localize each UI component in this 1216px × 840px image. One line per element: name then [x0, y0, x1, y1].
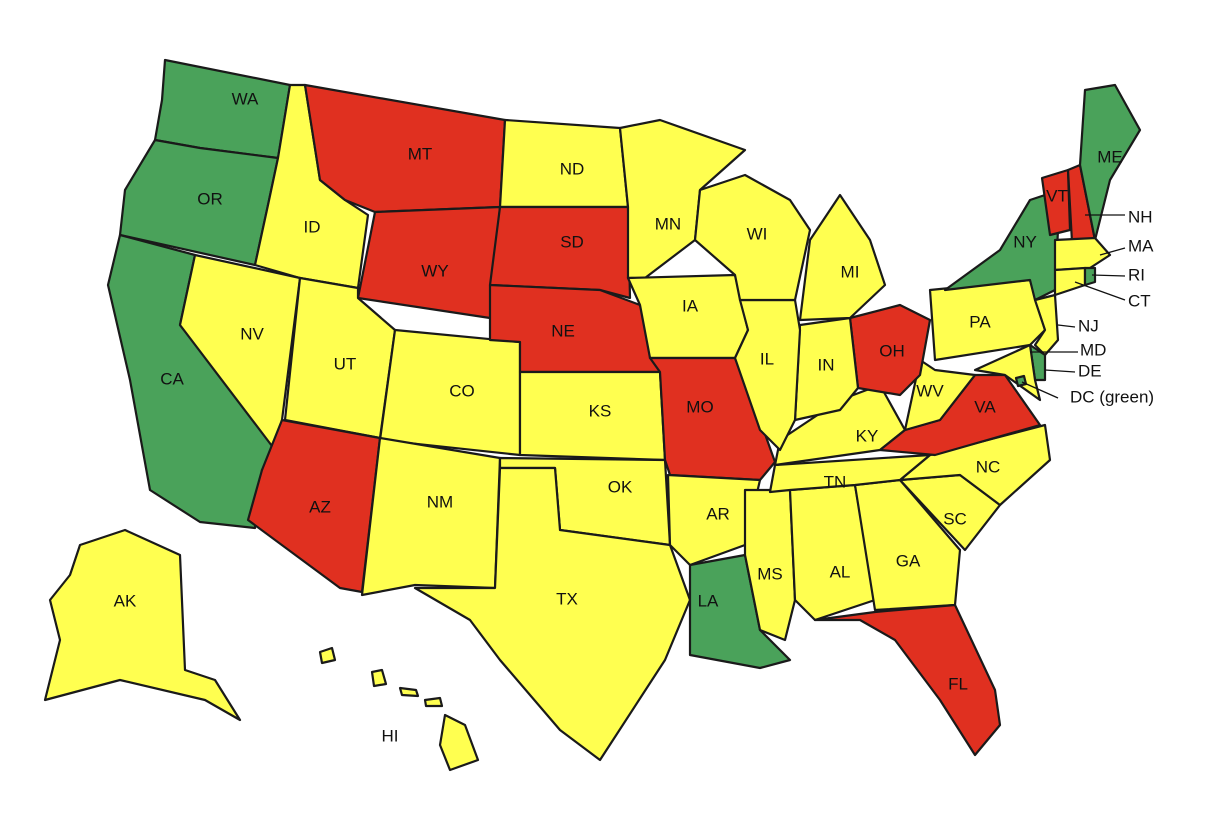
state-label: NH [1128, 207, 1153, 226]
state-label: NC [976, 457, 1001, 476]
state-label: PA [969, 312, 991, 331]
leader-line [1021, 381, 1059, 399]
state-shape [303, 83, 507, 214]
state-shape [798, 193, 887, 322]
state-label: MA [1128, 236, 1154, 255]
state-shape [733, 298, 802, 452]
state-shape [1053, 266, 1087, 297]
leader-line [1044, 369, 1076, 373]
state-label: MO [686, 397, 713, 416]
state-label: ID [304, 217, 321, 236]
leader-lines [1021, 214, 1126, 399]
state-label: RI [1128, 265, 1145, 284]
state-label: OR [197, 189, 223, 208]
leader-line [1099, 247, 1126, 256]
state-label: CT [1128, 291, 1151, 310]
state-label: CO [449, 381, 475, 400]
state-shape [43, 528, 242, 722]
state-label: KS [589, 401, 612, 420]
state-label: SC [943, 509, 967, 528]
state-label: VA [974, 397, 996, 416]
state-label: AR [706, 504, 730, 523]
state-shape [413, 466, 692, 762]
state-shape [943, 188, 1062, 302]
state-shape [398, 686, 420, 698]
state-label: MI [841, 262, 860, 281]
state-label: IL [760, 349, 774, 368]
state-shape [1014, 374, 1028, 388]
state-label: IN [818, 355, 835, 374]
state-label: DE [1078, 361, 1102, 380]
state-label: WI [747, 224, 768, 243]
state-shape [488, 205, 632, 300]
state-label: AL [830, 562, 851, 581]
state-label: DC (green) [1070, 387, 1154, 406]
state-label: VT [1046, 186, 1068, 205]
state-shape [693, 173, 812, 302]
state-shape [423, 696, 444, 708]
state-shape [318, 646, 337, 665]
state-label: NY [1013, 232, 1037, 251]
state-label: MD [1080, 340, 1106, 359]
leader-line [1057, 324, 1076, 328]
state-labels: WA OR CA ID NV MT WY UT CO AZ NM ND SD NE KS OK TX MN IA MO… [114, 89, 1155, 745]
state-label: MT [408, 144, 433, 163]
state-label: SD [560, 232, 584, 251]
leader-line [1091, 274, 1126, 277]
state-label: OH [879, 341, 905, 360]
state-label: NE [551, 321, 575, 340]
state-shape [370, 668, 388, 688]
state-label: ND [560, 159, 585, 178]
state-label: MS [757, 564, 783, 583]
leader-line [1074, 281, 1126, 301]
state-label: MN [655, 214, 681, 233]
state-shape [438, 713, 480, 772]
state-label: WA [232, 89, 259, 108]
state-label: TX [556, 589, 578, 608]
state-label: NM [427, 492, 453, 511]
state-shape [360, 436, 502, 597]
state-label: ME [1097, 147, 1123, 166]
state-label: UT [334, 354, 357, 373]
state-shape [666, 473, 762, 567]
state-label: NV [240, 324, 264, 343]
state-label: IA [682, 296, 699, 315]
state-shapes [43, 58, 1142, 772]
state-label: AZ [309, 497, 331, 516]
state-label: GA [896, 551, 921, 570]
state-shape [813, 603, 1002, 757]
state-label: NJ [1078, 316, 1099, 335]
state-label: WV [916, 381, 944, 400]
state-label: HI [382, 726, 399, 745]
state-label: LA [698, 591, 719, 610]
state-label: CA [160, 369, 184, 388]
state-label: OK [608, 477, 633, 496]
state-label: TN [824, 472, 847, 491]
state-label: KY [856, 426, 879, 445]
state-label: WY [421, 261, 448, 280]
state-shape [1053, 236, 1112, 272]
state-shape [1083, 266, 1097, 287]
state-label: FL [948, 674, 968, 693]
state-label: AK [114, 591, 137, 610]
state-shape [1040, 168, 1072, 237]
state-shape [973, 343, 1042, 402]
